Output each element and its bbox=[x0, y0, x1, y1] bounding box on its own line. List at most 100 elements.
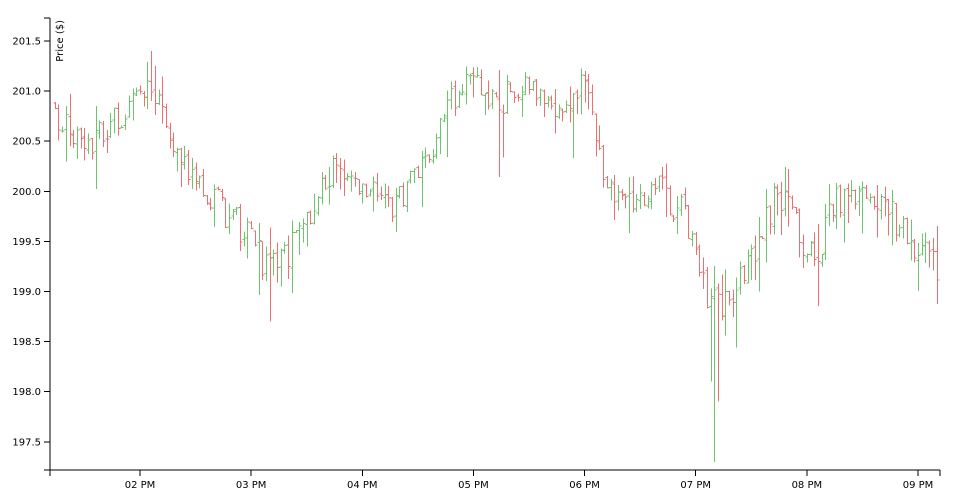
y-tick-label: 201.5 bbox=[12, 37, 41, 48]
ohlc-bar bbox=[560, 108, 565, 122]
ohlc-bar bbox=[234, 206, 239, 215]
ohlc-bar bbox=[160, 76, 165, 124]
ohlc-bar bbox=[516, 93, 521, 102]
ohlc-bar bbox=[394, 187, 399, 233]
ohlc-bar bbox=[794, 206, 799, 214]
ohlc-bar bbox=[360, 183, 365, 204]
ohlc-bar bbox=[805, 253, 810, 263]
ohlc-bar bbox=[790, 195, 795, 210]
ohlc-bar bbox=[742, 264, 747, 285]
ohlc-bar bbox=[553, 89, 558, 134]
ohlc-bar bbox=[364, 183, 369, 198]
ohlc-bar bbox=[846, 183, 851, 223]
ohlc-bar bbox=[405, 181, 410, 212]
ohlc-bar bbox=[583, 70, 588, 103]
ohlc-bar bbox=[464, 66, 469, 105]
ohlc-bar bbox=[331, 155, 336, 189]
ohlc-bar bbox=[746, 249, 751, 284]
ohlc-bar bbox=[420, 151, 425, 208]
ohlc-bar bbox=[468, 73, 473, 85]
ohlc-bar bbox=[701, 257, 706, 290]
ohlc-bar bbox=[253, 230, 258, 247]
ohlc-bar bbox=[431, 149, 436, 164]
ohlc-bar bbox=[894, 203, 899, 242]
ohlc-bar bbox=[508, 81, 513, 93]
ohlc-bar bbox=[438, 118, 443, 155]
ohlc-bar bbox=[571, 93, 576, 159]
ohlc-bar bbox=[290, 220, 295, 294]
ohlc-bar bbox=[282, 242, 287, 254]
ohlc-bar bbox=[897, 224, 902, 238]
ohlc-bar bbox=[264, 246, 269, 282]
ohlc-bar bbox=[75, 126, 80, 160]
ohlc-bar bbox=[138, 85, 143, 95]
ohlc-bar bbox=[131, 88, 136, 121]
ohlc-bar bbox=[527, 76, 532, 95]
ohlc-bar bbox=[720, 274, 725, 321]
ohlc-bar bbox=[427, 154, 432, 164]
ohlc-bar bbox=[812, 232, 817, 267]
ohlc-bar bbox=[716, 283, 721, 402]
ohlc-bar bbox=[779, 182, 784, 236]
y-tick-label: 197.5 bbox=[12, 437, 41, 448]
ohlc-bar bbox=[390, 196, 395, 222]
ohlc-bar bbox=[379, 186, 384, 200]
ohlc-bar bbox=[683, 187, 688, 210]
ohlc-bar bbox=[727, 290, 732, 306]
y-tick-label: 200.5 bbox=[12, 137, 41, 148]
ohlc-bar bbox=[412, 168, 417, 183]
ohlc-bar bbox=[679, 194, 684, 216]
ohlc-bar bbox=[397, 186, 402, 199]
ohlc-bar bbox=[442, 114, 447, 122]
ohlc-bar bbox=[56, 104, 61, 141]
x-tick-label: 02 PM bbox=[125, 480, 156, 491]
ohlc-bar bbox=[353, 171, 358, 187]
ohlc-bar bbox=[201, 169, 206, 197]
ohlc-bar bbox=[223, 198, 228, 229]
ohlc-bar bbox=[809, 241, 814, 257]
ohlc-bar bbox=[634, 194, 639, 212]
ohlc-bar bbox=[853, 189, 858, 210]
x-tick-label: 08 PM bbox=[792, 480, 823, 491]
ohlc-bar bbox=[127, 95, 132, 118]
y-axis: 197.5 198.0 198.5 199.0 199.5 200.0 200.5 201.0… bbox=[12, 17, 51, 471]
ohlc-bar bbox=[920, 233, 925, 256]
ohlc-bar bbox=[883, 186, 888, 217]
ohlc-bar bbox=[108, 112, 113, 139]
ohlc-bar bbox=[208, 198, 213, 211]
y-tick-label: 199.0 bbox=[12, 287, 41, 298]
ohlc-bar bbox=[445, 90, 450, 157]
ohlc-bar bbox=[631, 176, 636, 213]
ohlc-bar bbox=[497, 70, 502, 178]
ohlc-bar bbox=[660, 167, 665, 190]
ohlc-bar bbox=[449, 81, 454, 110]
ohlc-bar bbox=[227, 203, 232, 235]
ohlc-bar bbox=[616, 184, 621, 211]
ohlc-bar bbox=[308, 210, 313, 225]
ohlc-bar bbox=[249, 221, 254, 230]
ohlc-bar bbox=[823, 204, 828, 260]
ohlc-bar bbox=[134, 87, 139, 96]
ohlc-bar bbox=[927, 240, 932, 268]
ohlc-bar bbox=[512, 91, 517, 104]
ohlc-bar bbox=[145, 62, 150, 110]
ohlc-bar bbox=[564, 100, 569, 113]
ohlc-bar bbox=[471, 67, 476, 98]
ohlc-bar bbox=[116, 102, 121, 136]
ohlc-bar bbox=[590, 84, 595, 116]
ohlc-bar bbox=[342, 159, 347, 196]
ohlc-bar bbox=[486, 80, 491, 110]
ohlc-bar bbox=[68, 93, 73, 146]
ohlc-bar bbox=[316, 195, 321, 216]
ohlc-bar bbox=[523, 72, 528, 96]
ohlc-bar bbox=[205, 195, 210, 206]
ohlc-bar bbox=[671, 215, 676, 222]
ohlc-bar bbox=[757, 217, 762, 292]
ohlc-bar bbox=[123, 114, 128, 131]
ohlc-bar bbox=[857, 185, 862, 217]
y-tick-label: 200.0 bbox=[12, 187, 41, 198]
ohlc-bar bbox=[760, 236, 765, 240]
ohlc-bar bbox=[753, 235, 758, 281]
x-tick-label: 05 PM bbox=[458, 480, 489, 491]
ohlc-bar bbox=[909, 219, 914, 261]
